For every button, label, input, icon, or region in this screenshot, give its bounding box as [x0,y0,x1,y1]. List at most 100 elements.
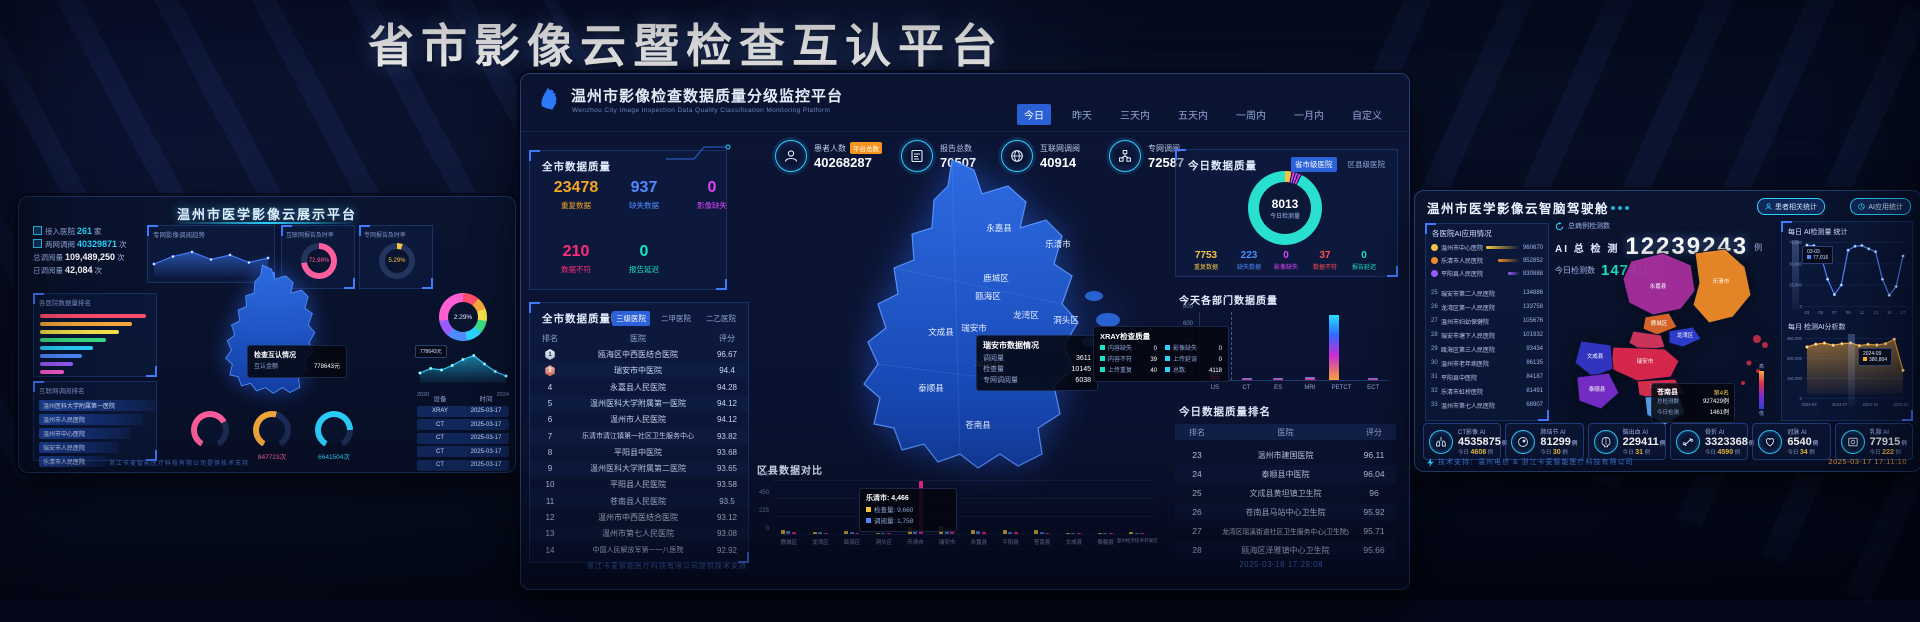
today-quality-panel: 今日数据质量 省市级医院 区县级医院 8013 今日检测量 7753 重复数据 223… [1175,149,1398,277]
level-tab-0[interactable]: 省市级医院 [1291,157,1337,172]
bar-永嘉县-检查量 [970,529,975,534]
chart-icon [1858,203,1866,210]
bar-洞头区-检查量 [875,532,880,534]
mini-trend-title: 专网影像调阅趋势 [153,232,205,239]
district-bar-chart: 675 450 225 0 鹿城区 龙湾区 瓯海区 洞头区 乐清市 瑞安市 永嘉县 平阳县 苍南县 文成县… [758,472,1158,546]
rank-row-23: 23 温州市建国医院 96.11 [1192,450,1385,460]
district-compare-panel: 区县数据对比 675 450 225 0 鹿城区 龙湾区 瓯海区 洞头区 乐清市 瑞安市 永嘉县 平阳… [753,462,1158,562]
ai-usage-panel: 各医院AI应用情况 温州市中心医院 960670 乐清市人民医院 952852 平阳县人… [1425,223,1549,421]
quality-stat-缺失数据: 937 缺失数据 [629,179,659,210]
wenzhou-map-main[interactable]: 永嘉县乐清市鹿城区瓯海区龙湾区洞头区瑞安市文成县平阳县泰顺县苍南县 [756,136,1156,556]
bar-平阳县-专网调阅量 [1013,532,1018,534]
svg-text:13: 13 [1873,310,1878,315]
badge: 平台总数 [850,142,882,154]
rank-bar [40,370,65,374]
donut-title: 互联网报告及时率 [286,232,334,239]
tab-3[interactable]: 五天内 [1178,111,1208,122]
gauge-item [191,411,229,461]
rank-bar [40,322,133,326]
svg-text:2025-01: 2025-01 [1893,402,1909,407]
ruian-data-tooltip: 瑞安市数据情况 调阅量 3611 检查量 10145 专网调阅量 6038 [976,335,1098,391]
gauge-row: 847723次 6641504次 [191,411,353,461]
svg-text:15: 15 [1887,310,1892,315]
quality-stat-数据不符: 210 数据不符 [561,243,591,274]
rank-bar [40,338,106,342]
ai-rank-row: 28 瑞安市塘下人民医院 101932 [1431,332,1543,340]
map-label-龙湾区: 龙湾区 [1677,331,1694,339]
tooltip-rows: 检查量: 9,660 调阅量: 1,758 [866,505,950,527]
dept-bar-CT [1241,378,1252,380]
svg-text:150,000: 150,000 [1787,376,1803,381]
detail-row-5: 5 温州医科大学附属第一医院 94.12 [530,395,748,411]
tab-5[interactable]: 一月内 [1294,111,1324,122]
refresh-icon [1555,221,1564,230]
gauge-item: 6641504次 [315,411,353,461]
ai-stats-button[interactable]: AI应用统计 [1850,198,1911,215]
tab-4[interactable]: 一周内 [1236,111,1266,122]
chart1-title: 每日 AI检测量 统计 [1788,229,1848,236]
svg-text:05: 05 [1818,310,1823,315]
trend-line-block: 778643元 2020 2024 [415,345,509,398]
map-label-瑞安市: 瑞安市 [961,323,987,333]
detail-row-12: 12 温州市中西医结合医院 93.12 [545,513,738,522]
panel-title: 区县数据对比 [757,466,823,477]
mini-trend-chart [152,250,270,277]
grade-tabs: 三级医院 二甲医院 二乙医院 [612,311,740,326]
panel-title: 全市数据质量 [542,161,611,173]
grade-tab-0[interactable]: 三级医院 [612,311,650,326]
bar-龙湾区-检查量 [812,531,817,534]
device-row: CT 2025-03-17 [417,419,509,430]
stat-two-net: 两网调阅 40329871 次 [33,238,127,251]
kpi-报告总数: 报告总数 70507 [901,140,976,172]
legend-col: 内容缺失 0 内容不符 39 上传重复 40 [1100,344,1157,377]
panel-title: 全市数据质量明细 [542,313,634,325]
line-tooltip: 778643元 [415,345,447,358]
level-tab-1[interactable]: 区县级医院 [1347,160,1386,169]
grade-tab-2[interactable]: 二乙医院 [706,314,736,323]
timeliness-donut: 72.98% [301,243,337,279]
brain-icon [1593,429,1618,454]
bar-乐清市-调阅量 [913,530,917,534]
svg-text:300,000: 300,000 [1787,356,1803,361]
internet-read-rank-panel: 互联网调阅排名 温州医科大学附属第一医院 温州市人民医院 温州市中心医院 瑞安市人民医… [33,381,157,467]
rank-bar [40,354,82,358]
device-row: XRAY 2025-03-17 [417,405,509,417]
lung-icon [1429,429,1453,454]
network-icon [1109,140,1141,172]
bar-鹿城区-专网调阅量 [791,532,796,534]
scale-bar [1759,371,1764,409]
grade-tab-1[interactable]: 二甲医院 [661,314,691,323]
detail-row-4: 4 永嘉县人民医院 94.28 [547,382,738,392]
tooltip-rows: 调阅量 3611 检查量 10145 专网调阅量 6038 [983,355,1091,384]
breast-icon [1840,429,1865,454]
bar-瑞安市-专网调阅量 [950,530,955,534]
detail-row-14: 14 中国人民解放军第一一八医院 92.92 [545,545,738,555]
detail-row-2: 2 瑞安市中医院 94.4 [530,363,748,379]
map-label-苍南县: 苍南县 [965,420,991,430]
tab-6[interactable]: 自定义 [1352,111,1382,122]
center-subtitle: Wenzhou City Image Inspection Data Quali… [572,107,831,114]
right-monitor-title: 温州市医学影像云智脑驾驶舱 [1427,202,1610,216]
time-range-tabs: 今日 昨天 三天内 五天内 一周内 一月内 自定义 [1017,104,1389,125]
bar-鹿城区-检查量 [780,529,785,534]
center-timestamp: 2025-03-18 17:29:08 [1239,560,1323,569]
map-label-泰顺县: 泰顺县 [918,383,944,393]
chip-icon [33,226,42,235]
kpi-患者人数: 患者人数 平台总数 40268287 [775,140,882,172]
heart-icon [1758,429,1783,454]
patient-stats-button[interactable]: 患者相关统计 [1757,198,1825,215]
ai-rank-row: 33 温州市第七人民医院 68907 [1431,402,1543,410]
hospital-volume-panel: 各医院数据量排名 [33,293,157,377]
device-table-header: 设备 时间 [433,396,493,403]
tab-0[interactable]: 今日 [1017,104,1051,125]
chart2-title: 每月 检测AI分析数 [1788,324,1846,331]
ai-top-row: 温州市中心医院 960670 [1431,241,1543,254]
ai-rank-row: 27 温州市妇幼保健院 105676 [1431,318,1543,326]
mini-trend-panel: 专网影像调阅趋势 [147,225,275,283]
dept-bar-ES [1273,378,1284,380]
today-stat-数据不符: 37 数据不符 [1312,250,1337,271]
tab-1[interactable]: 昨天 [1072,111,1092,122]
cangnan-tooltip: 苍南县 第4名 总检测数 927429例 今日检测 1461例 [1651,383,1735,423]
tab-2[interactable]: 三天内 [1120,111,1150,122]
map-label-鹿城区: 鹿城区 [983,273,1009,283]
